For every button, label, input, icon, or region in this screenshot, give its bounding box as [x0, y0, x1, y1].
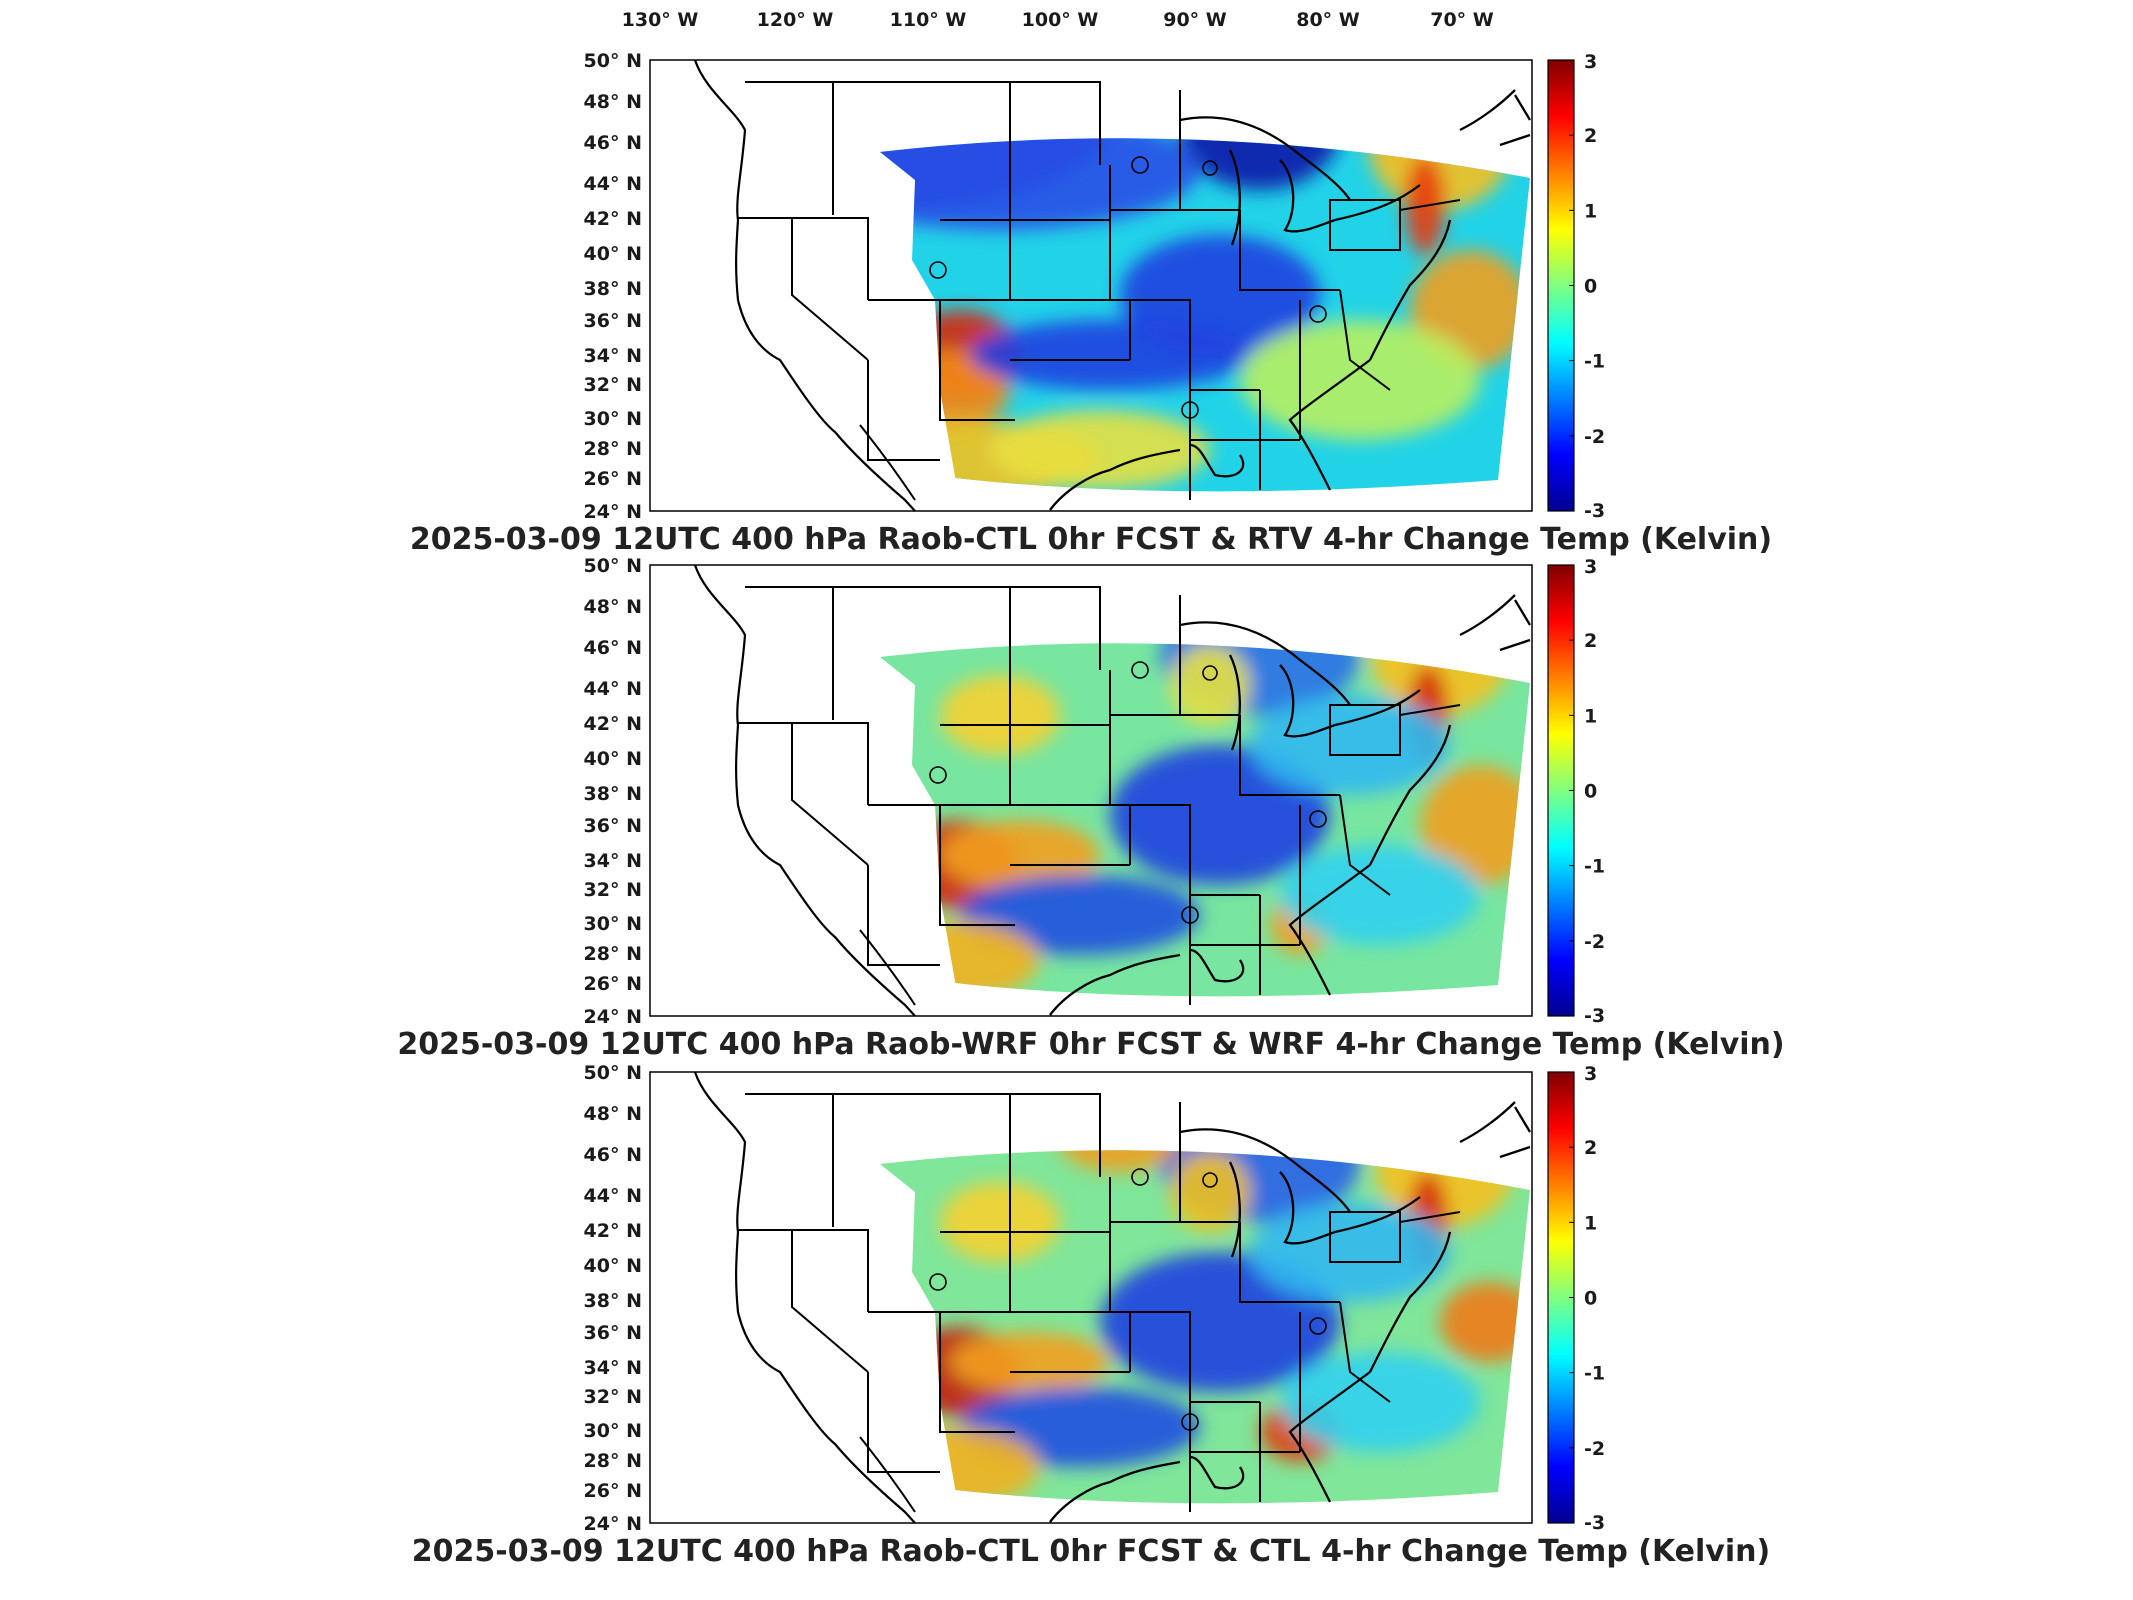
lat-label: 42° N	[584, 208, 642, 230]
lat-label: 26° N	[584, 973, 642, 995]
lat-label: 40° N	[584, 1255, 642, 1277]
map-outlines	[649, 564, 1533, 1017]
lat-label: 30° N	[584, 408, 642, 430]
lat-label: 24° N	[584, 1006, 642, 1028]
lat-label: 32° N	[584, 374, 642, 396]
map-area	[649, 564, 1533, 1017]
map-area	[649, 1071, 1533, 1524]
lat-label: 28° N	[584, 438, 642, 460]
lat-label: 50° N	[584, 50, 642, 72]
lat-label: 48° N	[584, 1103, 642, 1125]
colorbar-tick-label: 3	[1584, 556, 1597, 578]
latitude-labels: 50° N 48° N 46° N 44° N 42° N 40° N 38° N 36° N…	[584, 50, 642, 523]
lat-label: 32° N	[584, 879, 642, 901]
lon-label: 120° W	[757, 9, 834, 31]
panel-title: 2025-03-09 12UTC 400 hPa Raob-WRF 0hr FC…	[397, 1027, 1784, 1062]
lat-label: 50° N	[584, 555, 642, 577]
lat-label: 38° N	[584, 783, 642, 805]
panel-title: 2025-03-09 12UTC 400 hPa Raob-CTL 0hr FC…	[410, 522, 1772, 557]
lat-label: 34° N	[584, 345, 642, 367]
colorbar-tick-label: -1	[1584, 1363, 1605, 1385]
lat-label: 32° N	[584, 1386, 642, 1408]
lat-label: 24° N	[584, 1513, 642, 1535]
colorbar: 3 2 1 0 -1 -2 -3	[1547, 51, 1605, 522]
lat-label: 40° N	[584, 243, 642, 265]
colorbar-tick-label: -3	[1584, 500, 1605, 522]
lat-label: 48° N	[584, 91, 642, 113]
colorbar-tick-label: -2	[1584, 426, 1605, 448]
lat-label: 44° N	[584, 173, 642, 195]
colorbar-tick-label: -3	[1584, 1005, 1605, 1027]
longitude-labels: 130° W 120° W 110° W 100° W 90° W 80° W 70° W	[622, 9, 1494, 31]
colorbar-tick-label: -3	[1584, 1512, 1605, 1534]
lat-label: 46° N	[584, 1144, 642, 1166]
lon-label: 100° W	[1022, 9, 1099, 31]
lat-label: 42° N	[584, 713, 642, 735]
lat-label: 38° N	[584, 1290, 642, 1312]
colorbar-tick-label: 1	[1584, 705, 1597, 727]
map-panel: 50° N 48° N 46° N 44° N 42° N 40° N 38° N 36° N…	[410, 50, 1772, 557]
lon-label: 80° W	[1296, 9, 1360, 31]
map-panel: 50° N 48° N 46° N 44° N 42° N 40° N 38° N 36° N…	[397, 555, 1784, 1062]
lat-label: 36° N	[584, 815, 642, 837]
colorbar: 3 2 1 0 -1 -2 -3	[1547, 1063, 1605, 1534]
colorbar-tick-label: 3	[1584, 51, 1597, 73]
lat-label: 28° N	[584, 943, 642, 965]
colorbar-tick-label: -1	[1584, 351, 1605, 373]
lon-label: 130° W	[622, 9, 699, 31]
map-area	[649, 59, 1533, 512]
lon-label: 70° W	[1430, 9, 1494, 31]
colorbar-tick-label: 0	[1584, 781, 1597, 803]
lat-label: 44° N	[584, 678, 642, 700]
colorbar-tick-label: 1	[1584, 1212, 1597, 1234]
map-panel: 50° N 48° N 46° N 44° N 42° N 40° N 38° N 36° N…	[412, 1062, 1770, 1569]
colorbar-tick-label: -1	[1584, 856, 1605, 878]
lon-label: 90° W	[1163, 9, 1227, 31]
lat-label: 36° N	[584, 1322, 642, 1344]
lat-label: 26° N	[584, 468, 642, 490]
map-outlines	[649, 59, 1533, 512]
colorbar-tick-label: 2	[1584, 630, 1597, 652]
lat-label: 44° N	[584, 1185, 642, 1207]
lat-label: 46° N	[584, 132, 642, 154]
colorbar-tick-label: -2	[1584, 1438, 1605, 1460]
lat-label: 30° N	[584, 1420, 642, 1442]
latitude-labels: 50° N 48° N 46° N 44° N 42° N 40° N 38° N 36° N…	[584, 1062, 642, 1535]
lat-label: 36° N	[584, 310, 642, 332]
lat-label: 40° N	[584, 748, 642, 770]
lat-label: 50° N	[584, 1062, 642, 1084]
lat-label: 34° N	[584, 850, 642, 872]
colorbar-tick-label: 0	[1584, 1288, 1597, 1310]
lat-label: 26° N	[584, 1480, 642, 1502]
colorbar-tick-label: 2	[1584, 125, 1597, 147]
colorbar: 3 2 1 0 -1 -2 -3	[1547, 556, 1605, 1027]
colorbar-tick-label: 1	[1584, 200, 1597, 222]
panel-title: 2025-03-09 12UTC 400 hPa Raob-CTL 0hr FC…	[412, 1534, 1770, 1569]
lat-label: 38° N	[584, 278, 642, 300]
lat-label: 48° N	[584, 596, 642, 618]
lat-label: 42° N	[584, 1220, 642, 1242]
lon-label: 110° W	[890, 9, 967, 31]
colorbar-tick-label: 0	[1584, 276, 1597, 298]
map-outlines	[649, 1071, 1533, 1524]
lat-label: 30° N	[584, 913, 642, 935]
lat-label: 28° N	[584, 1450, 642, 1472]
latitude-labels: 50° N 48° N 46° N 44° N 42° N 40° N 38° N 36° N…	[584, 555, 642, 1028]
lat-label: 34° N	[584, 1357, 642, 1379]
lat-label: 24° N	[584, 501, 642, 523]
colorbar-tick-label: 2	[1584, 1137, 1597, 1159]
colorbar-tick-label: -2	[1584, 931, 1605, 953]
lat-label: 46° N	[584, 637, 642, 659]
colorbar-tick-label: 3	[1584, 1063, 1597, 1085]
